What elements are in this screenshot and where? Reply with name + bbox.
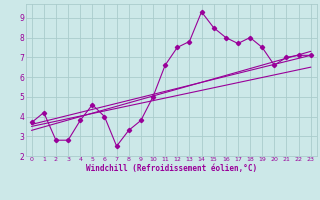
- X-axis label: Windchill (Refroidissement éolien,°C): Windchill (Refroidissement éolien,°C): [86, 164, 257, 173]
